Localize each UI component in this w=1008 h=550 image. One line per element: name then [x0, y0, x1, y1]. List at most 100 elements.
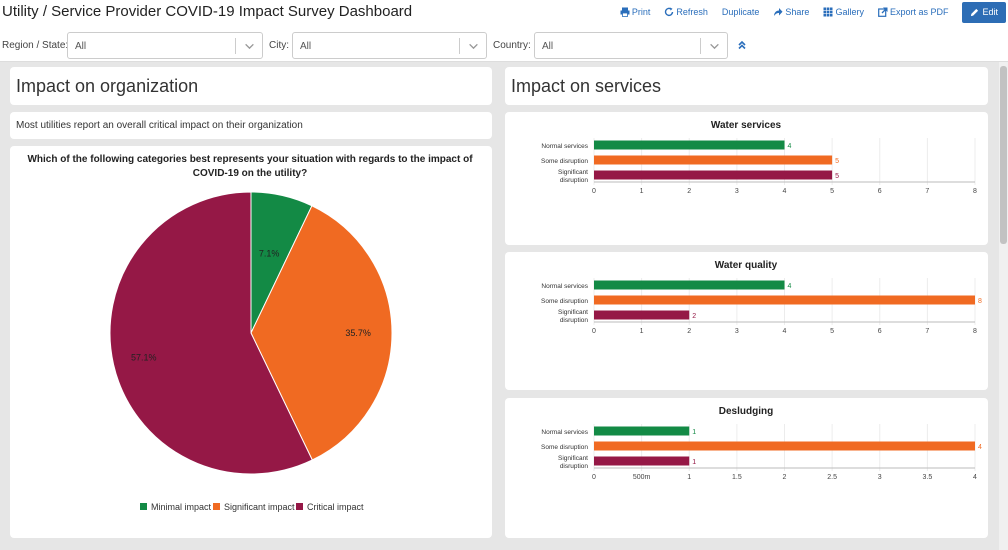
- impact-organization-header-panel: Impact on organization: [10, 67, 492, 105]
- gallery-label: Gallery: [835, 7, 864, 17]
- city-filter-select[interactable]: All: [292, 32, 487, 59]
- y-category-label: Some disruption: [541, 158, 588, 165]
- print-icon: [620, 7, 630, 17]
- x-tick-label: 2.5: [827, 474, 837, 481]
- dashboard-title: Utility / Service Provider COVID-19 Impa…: [2, 3, 413, 20]
- refresh-button[interactable]: Refresh: [664, 7, 708, 17]
- bar-significant-disruption[interactable]: [594, 456, 690, 466]
- y-category-label: Normal services: [541, 143, 588, 150]
- legend-label-critical-impact[interactable]: Critical impact: [307, 502, 364, 512]
- water-quality-bar-chart: Water quality 0 1 2 3 4 5 6 7 8 Normal services 4 So…: [541, 260, 982, 335]
- bar-significant-disruption[interactable]: [594, 310, 690, 320]
- y-category-label: Significant: [558, 169, 588, 176]
- print-button[interactable]: Print: [620, 7, 651, 17]
- x-tick-label: 3: [735, 328, 739, 335]
- region-filter-label: Region / State:: [2, 40, 69, 51]
- x-tick-label: 4: [973, 474, 977, 481]
- desludging-panel: Desludging 0 500m 1 1.5 2 2.5 3 3.5 4 Normal servi…: [505, 398, 988, 538]
- vertical-scrollbar[interactable]: [999, 62, 1008, 550]
- chevron-down-icon: [710, 43, 719, 50]
- y-category-label: Some disruption: [541, 444, 588, 451]
- legend-swatch-significant-impact: [213, 503, 220, 510]
- impact-services-header-panel: Impact on services: [505, 67, 988, 105]
- bar-some-disruption[interactable]: [594, 155, 833, 165]
- chevron-down-icon: [469, 43, 478, 50]
- share-button[interactable]: Share: [773, 7, 809, 17]
- bar-value-label: 2: [692, 313, 696, 320]
- pie-slice-significant-impact[interactable]: [250, 205, 393, 461]
- water-services-panel: Water services 0 1 2 3 4 5 6 7 8 Normal services 4 S…: [505, 112, 988, 245]
- water-quality-panel: Water quality 0 1 2 3 4 5 6 7 8 Normal services 4 So…: [505, 252, 988, 390]
- y-category-label: disruption: [560, 317, 589, 324]
- double-chevron-up-icon[interactable]: [736, 39, 748, 51]
- share-icon: [774, 8, 783, 16]
- select-divider: [700, 38, 701, 54]
- y-category-label: Normal services: [541, 283, 588, 290]
- duplicate-label: Duplicate: [721, 7, 760, 17]
- duplicate-button[interactable]: Duplicate: [722, 7, 760, 17]
- x-tick-label: 8: [973, 328, 977, 335]
- bar-value-label: 4: [788, 143, 792, 150]
- bar-value-label: 4: [788, 283, 792, 290]
- x-tick-label: 1: [640, 328, 644, 335]
- bar-normal-services[interactable]: [594, 140, 785, 150]
- x-tick-label: 8: [973, 188, 977, 195]
- country-filter-label: Country:: [493, 40, 531, 51]
- impact-services-title: Impact on services: [511, 76, 662, 96]
- y-category-label: Some disruption: [541, 298, 588, 305]
- gallery-button[interactable]: Gallery: [823, 7, 864, 17]
- x-tick-label: 3: [735, 188, 739, 195]
- bar-value-label: 5: [835, 158, 839, 165]
- x-tick-label: 7: [925, 188, 929, 195]
- legend-label-significant-impact[interactable]: Significant impact: [224, 502, 295, 512]
- select-divider: [235, 38, 236, 54]
- print-label: Print: [631, 7, 651, 17]
- bar-some-disruption[interactable]: [594, 441, 975, 451]
- bar-chart-title: Water quality: [715, 260, 778, 271]
- pie-data-label: 35.7%: [345, 328, 371, 338]
- summary-text: Most utilities report an overall critica…: [16, 120, 303, 131]
- export-pdf-label: Export as PDF: [889, 7, 949, 17]
- bar-value-label: 1: [692, 459, 696, 466]
- x-tick-label: 1: [687, 474, 691, 481]
- y-category-label: Significant: [558, 309, 588, 316]
- refresh-label: Refresh: [676, 7, 708, 17]
- region-filter-value: All: [75, 41, 87, 52]
- x-tick-label: 2: [783, 474, 787, 481]
- city-filter-label: City:: [269, 40, 289, 51]
- share-label: Share: [785, 7, 810, 17]
- legend-label-minimal-impact[interactable]: Minimal impact: [151, 502, 212, 512]
- edit-button[interactable]: Edit: [962, 1, 1006, 23]
- x-tick-label: 0: [592, 188, 596, 195]
- water-services-bar-chart: Water services 0 1 2 3 4 5 6 7 8 Normal services 4 S…: [541, 120, 977, 195]
- pie-question-title: Which of the following categories best r…: [27, 154, 473, 179]
- bar-normal-services[interactable]: [594, 426, 690, 436]
- country-filter-value: All: [542, 41, 554, 52]
- scrollbar-thumb[interactable]: [1000, 66, 1007, 244]
- pencil-icon: [971, 8, 979, 16]
- x-tick-label: 6: [878, 188, 882, 195]
- x-tick-label: 1.5: [732, 474, 742, 481]
- x-tick-label: 4: [783, 328, 787, 335]
- bar-normal-services[interactable]: [594, 280, 785, 290]
- bar-some-disruption[interactable]: [594, 295, 975, 305]
- bar-significant-disruption[interactable]: [594, 170, 833, 180]
- region-filter-select[interactable]: All: [67, 32, 263, 59]
- export-pdf-button[interactable]: Export as PDF: [878, 7, 949, 17]
- country-filter-select[interactable]: All: [534, 32, 728, 59]
- chevron-down-icon: [245, 43, 254, 50]
- x-tick-label: 500m: [633, 474, 651, 481]
- bar-chart-title: Water services: [711, 120, 782, 131]
- select-divider: [459, 38, 460, 54]
- x-tick-label: 3.5: [923, 474, 933, 481]
- pie-slice-critical-impact[interactable]: [109, 191, 313, 475]
- impact-pie-chart: 7.1% 35.7% 57.1% Minimal impact Significant …: [109, 191, 393, 512]
- x-tick-label: 0: [592, 328, 596, 335]
- edit-label: Edit: [982, 7, 998, 17]
- x-tick-label: 2: [687, 328, 691, 335]
- x-tick-label: 4: [783, 188, 787, 195]
- x-tick-label: 3: [878, 474, 882, 481]
- x-tick-label: 0: [592, 474, 596, 481]
- toolbar: Print Refresh Duplicate Share Gallery Ex…: [620, 1, 1008, 23]
- impact-organization-title: Impact on organization: [16, 76, 199, 96]
